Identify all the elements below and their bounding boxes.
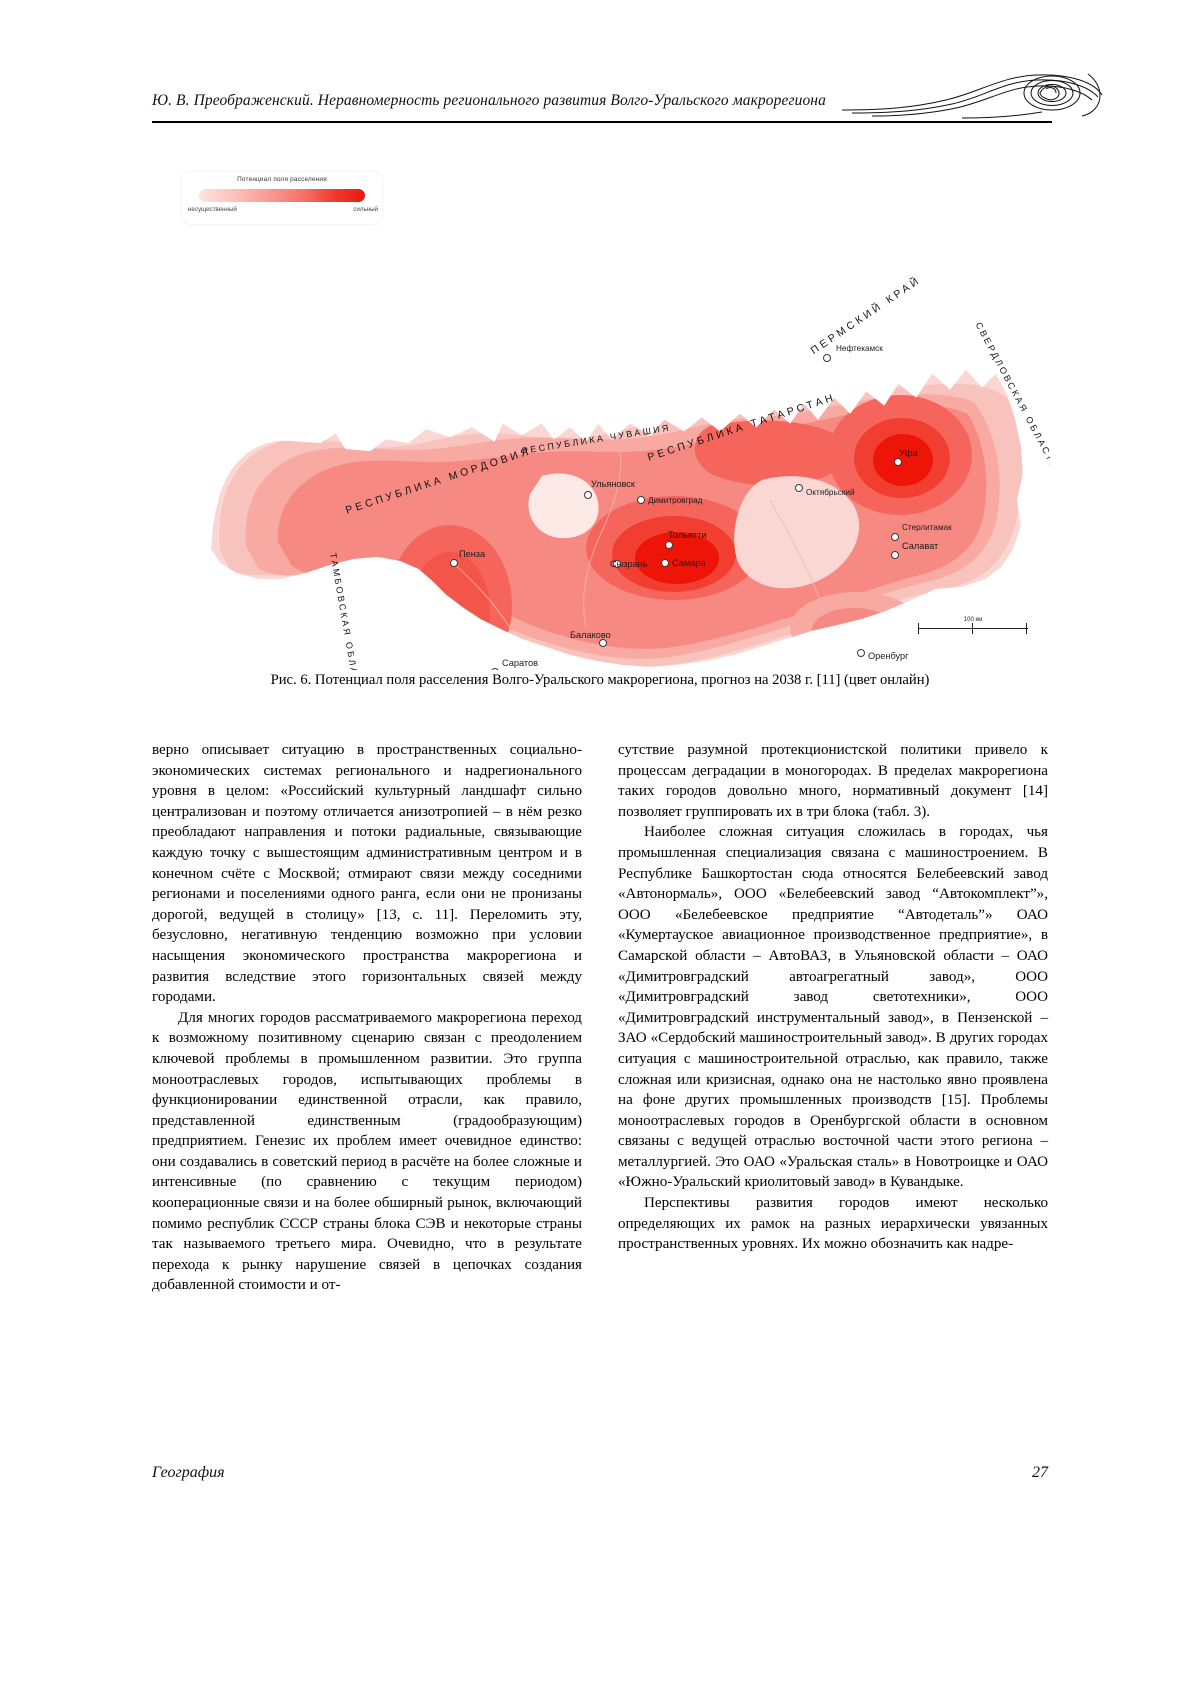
city-label: Уфа [899, 448, 918, 458]
body-columns: верно описывает ситуацию в пространствен… [152, 740, 1048, 1430]
legend-gradient-bar [199, 189, 365, 202]
city-label: Самара [672, 558, 706, 568]
settlement-potential-map [150, 150, 1050, 670]
running-head: Ю. В. Преображенский. Неравномерность ре… [152, 88, 1052, 136]
flourish-ornament-icon [842, 66, 1104, 126]
city-dot-icon [661, 559, 669, 567]
body-paragraph: сутствие разумной протекционистской поли… [618, 740, 1048, 822]
city-dot-icon [450, 559, 458, 567]
legend-min-label: несущественный [188, 206, 237, 213]
city-label: Саратов [502, 658, 538, 668]
legend-title: Потенциал поля расселения [182, 176, 382, 183]
body-paragraph: Наиболее сложная ситуация сложилась в го… [618, 822, 1048, 1193]
city-dot-icon [891, 533, 899, 541]
map-canvas: Потенциал поля расселения несущественный… [150, 150, 1050, 670]
city-label: Димитровград [648, 496, 702, 505]
city-label: Тольятти [668, 530, 706, 540]
body-column-left: верно описывает ситуацию в пространствен… [152, 740, 582, 1296]
city-label: Октябрьский [806, 488, 855, 497]
footer-section: География [152, 1464, 225, 1482]
city-label: Балаково [570, 630, 611, 640]
scalebar-tick-end [1026, 623, 1027, 634]
city-dot-icon [795, 484, 803, 492]
city-label: Салават [902, 541, 938, 551]
scalebar-tick-mid [972, 623, 973, 634]
city-dot-icon [894, 458, 902, 466]
city-dot-icon [891, 551, 899, 559]
city-label: Пенза [459, 549, 485, 559]
body-paragraph: верно описывает ситуацию в пространствен… [152, 740, 582, 1008]
body-paragraph: Для многих городов рассматриваемого макр… [152, 1008, 582, 1296]
city-label: Стерлитамак [902, 523, 952, 532]
city-label: Сызрань [610, 559, 648, 569]
map-scalebar: 100 км [918, 620, 1028, 636]
city-dot-icon [857, 649, 865, 657]
body-paragraph: Перспективы развития городов имеют неско… [618, 1193, 1048, 1255]
city-dot-icon [637, 496, 645, 504]
city-dot-icon [823, 354, 831, 362]
journal-page: Ю. В. Преображенский. Неравномерность ре… [0, 0, 1200, 1697]
scalebar-tick-start [918, 623, 919, 634]
city-dot-icon [491, 668, 499, 670]
body-column-right: сутствие разумной протекционистской поли… [618, 740, 1048, 1255]
city-dot-icon [665, 541, 673, 549]
city-label: Оренбург [868, 651, 908, 661]
figure-6: Потенциал поля расселения несущественный… [150, 150, 1050, 670]
city-label: Ульяновск [591, 479, 635, 489]
figure-caption: Рис. 6. Потенциал поля расселения Волго-… [150, 672, 1050, 689]
map-legend: Потенциал поля расселения несущественный… [182, 172, 382, 224]
city-label: Нефтекамск [836, 344, 883, 353]
city-dot-icon [584, 491, 592, 499]
running-head-text: Ю. В. Преображенский. Неравномерность ре… [152, 92, 826, 110]
footer-page-number: 27 [1032, 1464, 1048, 1482]
city-dot-icon [599, 639, 607, 647]
legend-max-label: сильный [353, 206, 378, 213]
